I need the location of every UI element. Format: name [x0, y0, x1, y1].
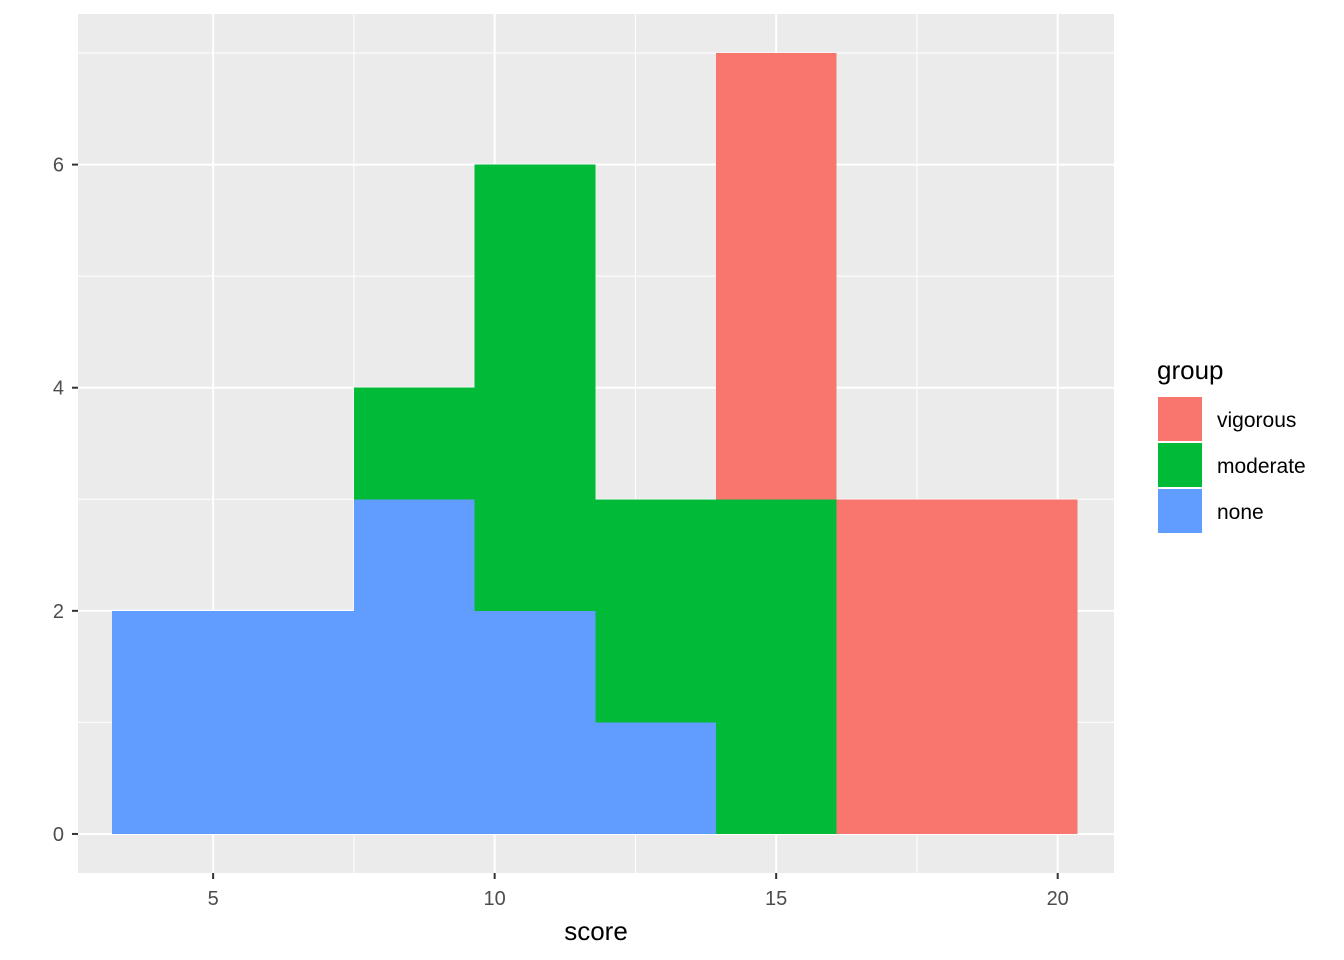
bar-moderate [353, 387, 475, 500]
legend-key-none [1158, 489, 1202, 533]
legend: group vigorous moderate none [1157, 355, 1306, 533]
bar-moderate [595, 499, 716, 723]
x-tick-label: 15 [765, 888, 787, 910]
y-tick-label: 6 [53, 155, 64, 177]
y-axis: 0 2 4 6 [53, 155, 78, 846]
bar-none [595, 722, 716, 834]
bar-moderate [715, 499, 837, 834]
bar-none [474, 610, 596, 834]
x-axis: 5 10 15 20 [208, 873, 1069, 910]
bar-moderate [474, 164, 596, 611]
x-axis-title: score [564, 916, 628, 946]
x-tick-label: 5 [208, 888, 219, 910]
legend-label-vigorous: vigorous [1217, 409, 1296, 432]
bar-none [111, 610, 233, 834]
bar-vigorous [956, 499, 1078, 834]
x-tick-label: 10 [484, 888, 506, 910]
legend-title: group [1157, 355, 1224, 385]
legend-key-vigorous [1158, 397, 1202, 441]
legend-label-moderate: moderate [1217, 455, 1306, 478]
y-tick-label: 4 [53, 378, 64, 400]
bar-none [353, 499, 475, 834]
bar-vigorous [715, 53, 837, 500]
histogram-bars [111, 53, 1078, 834]
y-tick-label: 0 [53, 824, 64, 846]
legend-label-none: none [1217, 501, 1264, 524]
x-tick-label: 20 [1047, 888, 1069, 910]
legend-key-moderate [1158, 443, 1202, 487]
bar-vigorous [836, 499, 957, 834]
y-tick-label: 2 [53, 601, 64, 623]
bar-none [232, 610, 354, 834]
